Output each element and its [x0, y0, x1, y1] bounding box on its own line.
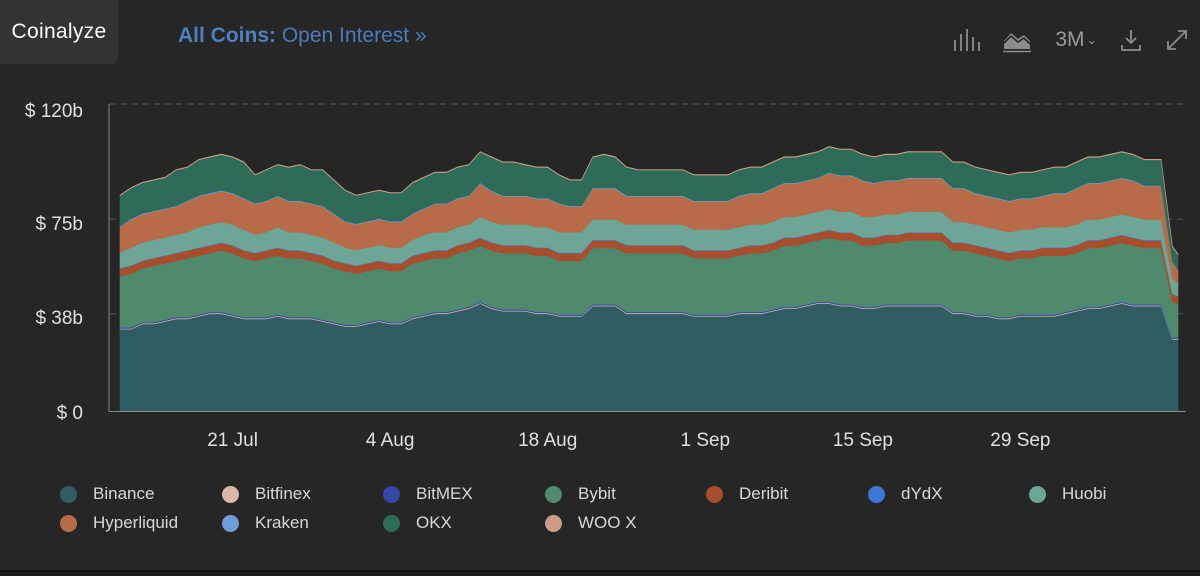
legend-dot: [60, 514, 77, 532]
x-axis: 21 Jul 4 Aug 18 Aug 1 Sep 15 Sep 29 Sep: [207, 430, 1050, 451]
legend-dot: [868, 485, 885, 503]
y-tick-label: $ 38b: [35, 308, 83, 329]
download-icon: [1121, 30, 1141, 51]
legend-label: Hyperliquid: [93, 513, 179, 532]
fullscreen-button[interactable]: [1162, 22, 1192, 58]
legend-dot: [545, 514, 562, 532]
bar-chart-icon: [954, 29, 980, 51]
x-tick-label: 1 Sep: [680, 430, 730, 451]
bar-chart-button[interactable]: [950, 22, 984, 58]
legend-item-deribit[interactable]: Deribit: [706, 484, 788, 504]
series-area-woo-x[interactable]: [119, 146, 1179, 256]
area-chart-button[interactable]: [1000, 22, 1034, 58]
x-tick-label: 15 Sep: [833, 430, 893, 451]
legend-label: BitMEX: [416, 484, 473, 503]
legend-dot: [383, 514, 400, 532]
x-tick-label: 21 Jul: [207, 430, 258, 451]
x-tick-label: 29 Sep: [990, 430, 1050, 451]
legend-dot: [383, 485, 400, 503]
series-area-binance[interactable]: [119, 303, 1179, 412]
y-tick-label: $ 75b: [35, 214, 83, 235]
legend-item-woo-x[interactable]: WOO X: [545, 513, 637, 533]
chart-legend: Binance Bitfinex BitMEX Bybit Deribit dY…: [60, 480, 1160, 540]
legend-item-kraken[interactable]: Kraken: [222, 513, 309, 533]
legend-label: WOO X: [578, 513, 637, 532]
legend-dot: [222, 514, 239, 532]
open-interest-chart: $ 120b $ 75b $ 38b $ 0 21 Jul 4 Aug 18 A…: [25, 101, 1186, 451]
legend-item-hyperliquid[interactable]: Hyperliquid: [60, 513, 178, 533]
legend-label: Bitfinex: [255, 484, 311, 503]
chart-title: All Coins: Open Interest »: [178, 24, 427, 48]
y-tick-label: $ 120b: [25, 101, 83, 122]
series-areas: [119, 146, 1179, 412]
range-label: 3M: [1055, 28, 1085, 51]
title-metric-link[interactable]: Open Interest »: [281, 24, 427, 47]
legend-item-dydx[interactable]: dYdX: [868, 484, 943, 504]
download-button[interactable]: [1116, 22, 1146, 58]
fullscreen-icon: [1167, 30, 1187, 50]
legend-label: Huobi: [1062, 484, 1107, 503]
legend-dot: [545, 485, 562, 503]
legend-dot: [706, 485, 723, 503]
legend-item-binance[interactable]: Binance: [60, 484, 154, 504]
legend-item-bybit[interactable]: Bybit: [545, 484, 616, 504]
legend-label: OKX: [416, 513, 452, 532]
legend-item-huobi[interactable]: Huobi: [1029, 484, 1106, 504]
chevron-down-icon: ⌄: [1086, 33, 1097, 47]
legend-label: Kraken: [255, 513, 309, 532]
legend-dot: [222, 485, 239, 503]
area-chart-icon: [1003, 33, 1031, 53]
title-coins[interactable]: All Coins:: [178, 24, 276, 47]
legend-item-bitfinex[interactable]: Bitfinex: [222, 484, 311, 504]
legend-item-bitmex[interactable]: BitMEX: [383, 484, 473, 504]
legend-label: Binance: [93, 484, 155, 503]
range-select[interactable]: 3M ⌄: [1048, 22, 1104, 58]
y-tick-label: $ 0: [57, 403, 83, 424]
legend-label: Bybit: [578, 484, 616, 503]
x-tick-label: 18 Aug: [518, 430, 577, 451]
x-tick-label: 4 Aug: [366, 430, 415, 451]
legend-label: dYdX: [901, 484, 943, 503]
y-axis: $ 120b $ 75b $ 38b $ 0: [25, 101, 83, 424]
legend-dot: [1029, 485, 1046, 503]
legend-label: Deribit: [739, 484, 789, 503]
legend-dot: [60, 485, 77, 503]
logo[interactable]: Coinalyze: [0, 0, 118, 64]
legend-item-okx[interactable]: OKX: [383, 513, 452, 533]
